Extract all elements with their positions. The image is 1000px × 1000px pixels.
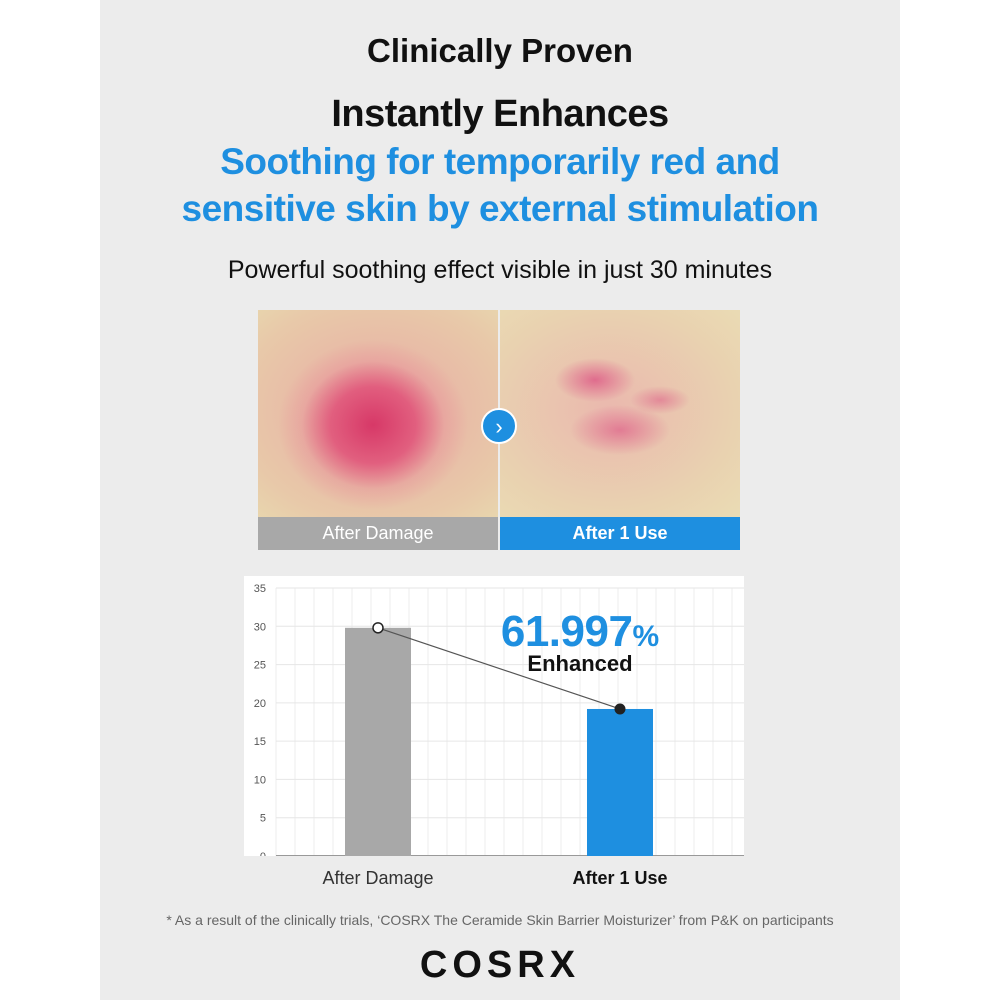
bar-chart: 0 5 10 15 20 25 30 35	[244, 576, 744, 856]
y-tick-label: 10	[254, 774, 266, 786]
x-label-after-damage: After Damage	[322, 868, 434, 888]
stat-value: 61.997	[500, 607, 633, 656]
subheadline: Soothing for temporarily red and sensiti…	[100, 138, 900, 232]
stat-label: Enhanced	[527, 651, 633, 676]
point-after-damage	[372, 622, 384, 634]
after-caption: After 1 Use	[500, 517, 740, 550]
bar-1	[587, 708, 653, 856]
stat-unit: %	[632, 620, 660, 653]
x-label-after-1-use: After 1 Use	[572, 868, 668, 888]
y-tick-label: 20	[254, 698, 266, 710]
after-photo: After 1 Use	[500, 310, 740, 550]
subhead-line-1: Soothing for temporarily red and	[220, 141, 780, 182]
kicker-title: Clinically Proven	[367, 32, 633, 69]
chart-svg: 0 5 10 15 20 25 30 35	[254, 583, 744, 856]
lead-text: Powerful soothing effect visible in just…	[227, 256, 773, 284]
y-tick-label: 25	[254, 660, 266, 672]
y-tick-label: 35	[254, 583, 266, 595]
brand-logo: COSRX	[419, 944, 581, 986]
chevron-right-icon: ›	[481, 408, 517, 444]
headline: Instantly Enhances	[331, 93, 669, 135]
footnote: * As a result of the clinically trials, …	[166, 912, 834, 928]
before-photo: After Damage	[258, 310, 498, 550]
y-tick-label: 5	[260, 813, 266, 825]
point-after-1-use	[614, 703, 626, 715]
y-tick-label: 30	[254, 621, 266, 633]
stat-block: 61.997% Enhanced	[430, 607, 730, 677]
y-tick-label: 0	[260, 851, 266, 856]
y-tick-label: 15	[254, 736, 266, 748]
trend-line	[377, 627, 621, 710]
subhead-line-2: sensitive skin by external stimulation	[181, 188, 819, 229]
bar-0	[345, 627, 411, 856]
content-panel: Clinically Proven Instantly Enhances Soo…	[100, 0, 900, 1000]
before-skin-image	[258, 310, 498, 517]
after-skin-image	[500, 310, 740, 517]
before-caption: After Damage	[258, 517, 498, 550]
